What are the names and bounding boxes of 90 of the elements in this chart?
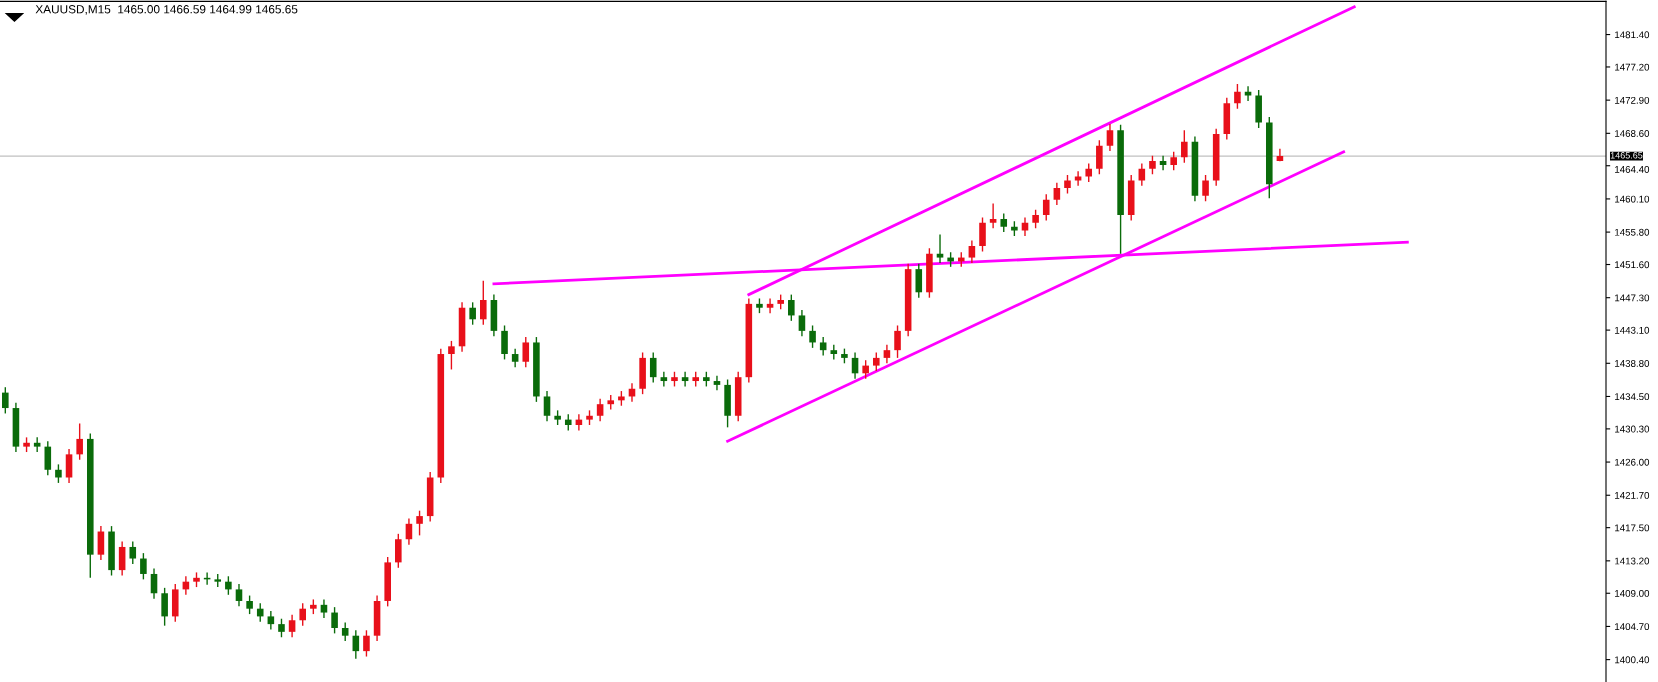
candlestick xyxy=(915,263,923,299)
candlestick xyxy=(979,216,986,253)
candlestick xyxy=(862,359,869,380)
y-tick-label: 1477.20 xyxy=(1615,63,1650,71)
candlestick xyxy=(766,297,774,314)
candlestick xyxy=(543,390,551,422)
candlestick xyxy=(1096,139,1103,175)
candlestick xyxy=(798,309,806,337)
candlestick xyxy=(267,610,275,631)
candlestick xyxy=(883,344,891,364)
candlestick xyxy=(873,351,880,372)
candlestick xyxy=(448,340,455,371)
candlestick xyxy=(55,463,62,484)
candlestick xyxy=(1000,212,1008,233)
y-tick-label: 1417.50 xyxy=(1615,524,1650,532)
candlestick xyxy=(1021,216,1029,237)
candlestick xyxy=(788,293,795,322)
candlestick xyxy=(44,440,52,476)
candlestick xyxy=(936,233,944,264)
candlestick xyxy=(1085,162,1093,183)
candlestick xyxy=(150,567,158,600)
y-tick-label: 1409.00 xyxy=(1615,589,1650,597)
y-tick-label: 1464.40 xyxy=(1615,165,1650,173)
candlestick xyxy=(320,598,328,619)
candlestick xyxy=(341,621,349,642)
candlestick xyxy=(97,525,105,561)
candlestick xyxy=(1064,174,1071,195)
y-tick-label: 1421.70 xyxy=(1615,491,1650,499)
y-tick-label: 1468.60 xyxy=(1615,130,1650,137)
candlestick xyxy=(118,540,126,577)
candlestick xyxy=(596,398,604,422)
candlestick xyxy=(1106,123,1114,152)
candlestick xyxy=(33,436,41,453)
y-tick-label: 1443.10 xyxy=(1615,326,1650,334)
y-tick-label: 1430.30 xyxy=(1615,425,1650,433)
candlestick xyxy=(1159,155,1167,172)
y-tick-label: 1460.10 xyxy=(1615,195,1650,203)
candlestick xyxy=(331,606,338,635)
candlestick xyxy=(649,351,657,384)
candlestick xyxy=(469,301,476,326)
candlestick xyxy=(522,336,530,368)
y-tick-label: 1404.70 xyxy=(1615,623,1650,631)
candlestick xyxy=(416,509,423,537)
candlestick xyxy=(161,587,168,627)
candlestick xyxy=(511,347,519,368)
candlestick xyxy=(1032,209,1039,229)
candlestick xyxy=(246,594,253,615)
y-tick-label: 1400.40 xyxy=(1615,656,1650,664)
candlestick xyxy=(235,583,243,608)
y-tick-label: 1447.30 xyxy=(1615,294,1650,302)
candlestick xyxy=(1181,129,1188,164)
candlestick xyxy=(76,422,83,461)
candlestick xyxy=(660,371,668,388)
candlestick xyxy=(140,552,147,581)
candlestick xyxy=(501,324,508,361)
candlestick xyxy=(681,371,689,388)
candlestick xyxy=(713,374,721,391)
y-tick-label: 1426.00 xyxy=(1615,458,1650,466)
candlestick xyxy=(1053,182,1061,206)
candlestick xyxy=(1202,174,1209,202)
chart-title: XAUUSD,M15 1465.00 1466.59 1464.99 1465.65 xyxy=(35,5,298,15)
candlestick xyxy=(1149,155,1156,175)
y-tick-label: 1413.20 xyxy=(1615,557,1650,565)
y-tick-label: 1451.60 xyxy=(1615,261,1650,269)
y-tick-label: 1455.80 xyxy=(1615,228,1650,236)
y-tick-label: 1481.40 xyxy=(1615,31,1650,39)
candlestick xyxy=(1234,83,1241,110)
candlestick xyxy=(395,533,402,569)
candlestick xyxy=(299,602,307,627)
candlestick xyxy=(894,324,901,359)
candlestick xyxy=(1042,193,1050,222)
candlestick xyxy=(989,202,997,229)
y-tick-label: 1472.90 xyxy=(1615,96,1650,104)
candlestick xyxy=(278,618,285,638)
candlestick xyxy=(225,575,232,596)
y-tick-label: 1434.50 xyxy=(1615,393,1650,401)
ref-line-label: 1465.65 xyxy=(1610,152,1643,159)
candlestick xyxy=(288,614,296,638)
candlestick xyxy=(363,629,370,658)
candlestick xyxy=(65,448,73,484)
candlestick xyxy=(256,602,264,623)
candlestick xyxy=(1244,85,1252,102)
candlestick xyxy=(819,336,827,357)
candlestick xyxy=(1170,151,1177,172)
y-tick-label: 1438.80 xyxy=(1615,360,1650,367)
candlestick xyxy=(479,280,487,326)
candlestick xyxy=(129,540,137,565)
candlestick xyxy=(809,324,816,349)
candlestick xyxy=(968,239,976,264)
candlestick xyxy=(2,386,9,415)
